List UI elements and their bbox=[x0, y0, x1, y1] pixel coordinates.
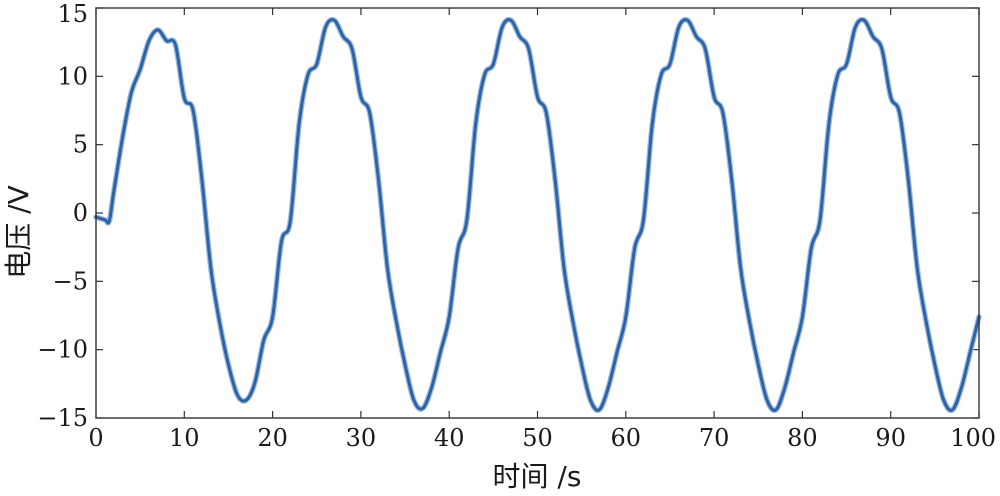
series-line bbox=[94, 18, 981, 412]
x-tick-label: 60 bbox=[611, 424, 642, 452]
y-tick-label: 0 bbox=[73, 199, 88, 227]
x-tick-label: 100 bbox=[950, 424, 996, 452]
x-tick-label: 40 bbox=[434, 424, 465, 452]
x-tick-label: 80 bbox=[787, 424, 818, 452]
x-tick-label: 0 bbox=[88, 424, 103, 452]
x-tick-labels: 0 10 20 30 40 50 60 70 80 90 100 bbox=[88, 424, 996, 452]
x-tick-label: 10 bbox=[169, 424, 200, 452]
series-layer bbox=[93, 16, 982, 414]
x-tick-label: 90 bbox=[875, 424, 906, 452]
y-tick-label: 10 bbox=[57, 62, 88, 90]
y-tick-label: −10 bbox=[37, 336, 88, 364]
y-tick-label: 15 bbox=[57, 0, 88, 28]
x-tick-label: 50 bbox=[522, 424, 553, 452]
y-tick-label: 5 bbox=[73, 131, 88, 159]
y-tick-labels: −15 −10 −5 0 5 10 15 bbox=[37, 0, 88, 432]
y-tick-label: −5 bbox=[53, 267, 88, 295]
x-tick-label: 70 bbox=[699, 424, 730, 452]
x-axis-title: 时间 /s bbox=[493, 460, 582, 493]
y-axis-title: 电压 /V bbox=[2, 185, 35, 279]
plot-frame bbox=[95, 7, 980, 419]
x-tick-label: 30 bbox=[346, 424, 377, 452]
x-tick-label: 20 bbox=[257, 424, 288, 452]
series-line-halo bbox=[93, 16, 982, 414]
y-tick-label: −15 bbox=[37, 404, 88, 432]
